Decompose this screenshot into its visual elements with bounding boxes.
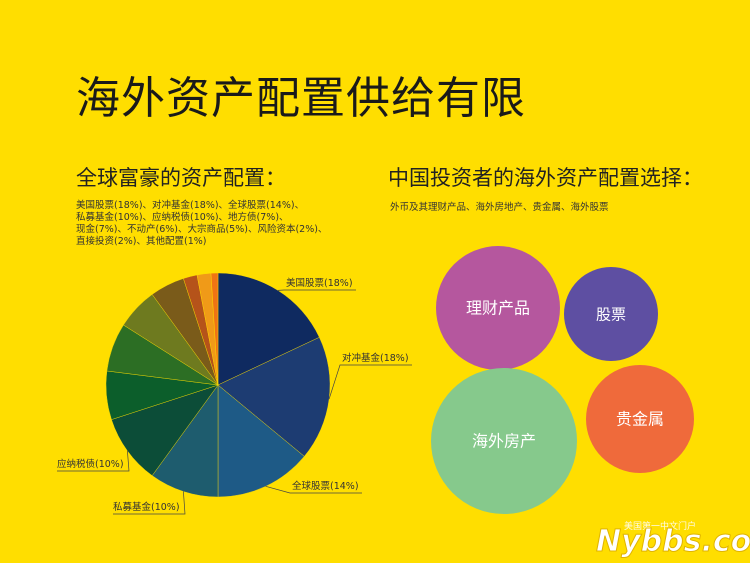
callout-line [113,491,186,515]
pie-slice [217,272,320,386]
watermark-tagline: 美国第一中文门户 [624,522,697,532]
right-subtitle: 外币及其理财产品、海外房地产、贵金属、海外股票 [390,202,609,213]
right-heading: 中国投资者的海外资产配置选择： [388,166,703,190]
watermark-logo: Nybbs.com [596,524,750,560]
bubble-label: 理财产品 [466,299,530,318]
bubble [586,365,694,473]
callout-line [57,450,130,472]
callout-label: 应纳税债(10%) [57,458,124,470]
left-heading: 全球富豪的资产配置： [76,166,286,190]
bubble-label: 贵金属 [616,410,664,429]
callout-line [328,364,412,400]
list-line: 美国股票(18%)、对冲基金(18%)、全球股票(14%)、 [76,200,305,211]
bubble [431,368,577,514]
callout-label: 全球股票(14%) [292,480,359,492]
callout-label: 美国股票(18%) [286,277,353,289]
list-line: 私募基金(10%)、应纳税债(10%)、地方债(7%)、 [76,212,289,223]
list-line: 现金(7%)、不动产(6%)、大宗商品(5%)、风险资本(2%)、 [76,224,328,235]
bubble-label: 股票 [596,305,626,323]
pie-slice [210,272,219,386]
page-title: 海外资产配置供给有限 [76,73,526,124]
bubble [564,267,658,361]
asset-allocation-list: 美国股票(18%)、对冲基金(18%)、全球股票(14%)、 私募基金(10%)… [76,200,366,248]
callout-label: 对冲基金(18%) [342,352,409,364]
bubble-label: 海外房产 [472,432,536,451]
bubble [436,246,560,370]
list-line: 直接投资(2%)、其他配置(1%) [76,236,207,247]
callout-line [265,485,362,494]
pie-slice [217,337,331,457]
callout-label: 私募基金(10%) [113,501,180,513]
